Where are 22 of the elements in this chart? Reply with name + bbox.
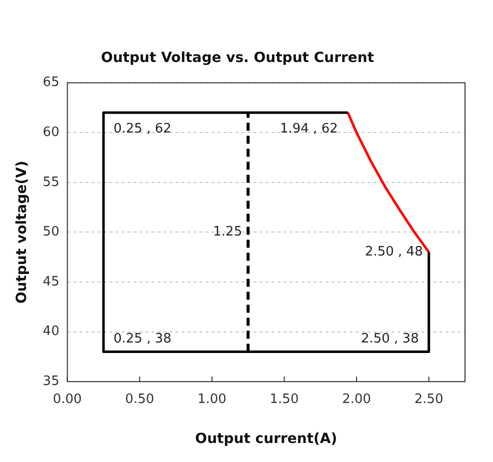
y-tick-label: 65 [42,75,60,90]
x-tick-label: 2.50 [414,392,444,407]
annotation: 0.25 , 62 [113,122,172,137]
y-tick-label: 50 [42,224,60,240]
chart-title: Output Voltage vs. Output Current [100,50,374,66]
y-tick-label: 40 [42,324,60,340]
x-tick-label: 0.00 [52,392,82,407]
x-tick-label: 2.00 [342,392,372,407]
annotation: 2.50 , 38 [360,332,419,347]
x-axis-title: Output current(A) [195,431,338,448]
x-tick-label: 0.50 [125,392,154,407]
y-axis-title: Output voltage(V) [14,160,30,304]
annotation: 2.50 , 48 [364,244,423,260]
x-tick-label: 1.00 [197,392,226,407]
y-tick-label: 35 [42,374,60,389]
annotation: 1.94 , 62 [280,122,338,137]
y-tick-label: 60 [42,124,60,140]
annotation: 0.25 , 38 [113,332,172,347]
annotation: 1.25 [213,224,242,240]
y-tick-label: 55 [42,174,60,190]
y-tick-label: 45 [42,274,60,290]
x-tick-label: 1.50 [270,392,299,407]
